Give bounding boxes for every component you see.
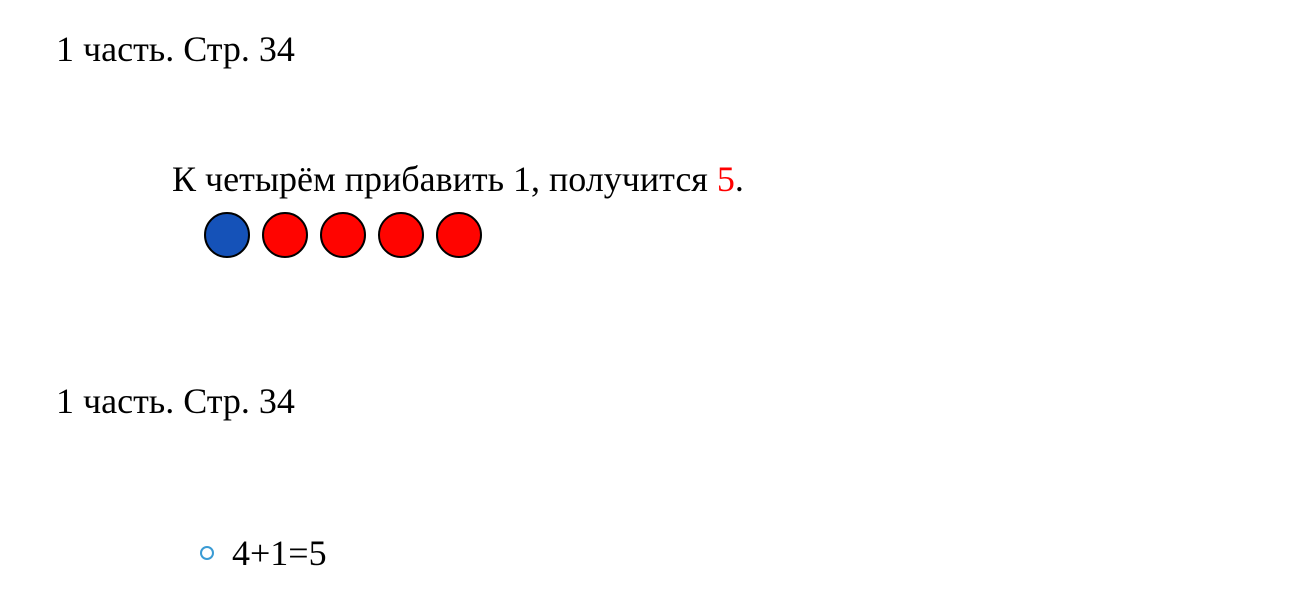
circle-5 [436, 212, 482, 258]
section2-header: 1 часть. Стр. 34 [56, 380, 295, 422]
circle-4 [378, 212, 424, 258]
problem-suffix: . [735, 159, 744, 199]
circles-container [204, 212, 482, 258]
section1-header: 1 часть. Стр. 34 [56, 28, 295, 70]
bullet-icon [200, 546, 214, 560]
circle-2 [262, 212, 308, 258]
problem-prefix: К четырём прибавить 1, получится [172, 159, 717, 199]
problem-statement: К четырём прибавить 1, получится 5. [172, 158, 744, 200]
problem-answer: 5 [717, 159, 735, 199]
circle-1 [204, 212, 250, 258]
equation-row: 4+1=5 [200, 532, 327, 574]
equation-text: 4+1=5 [232, 532, 327, 574]
circle-3 [320, 212, 366, 258]
